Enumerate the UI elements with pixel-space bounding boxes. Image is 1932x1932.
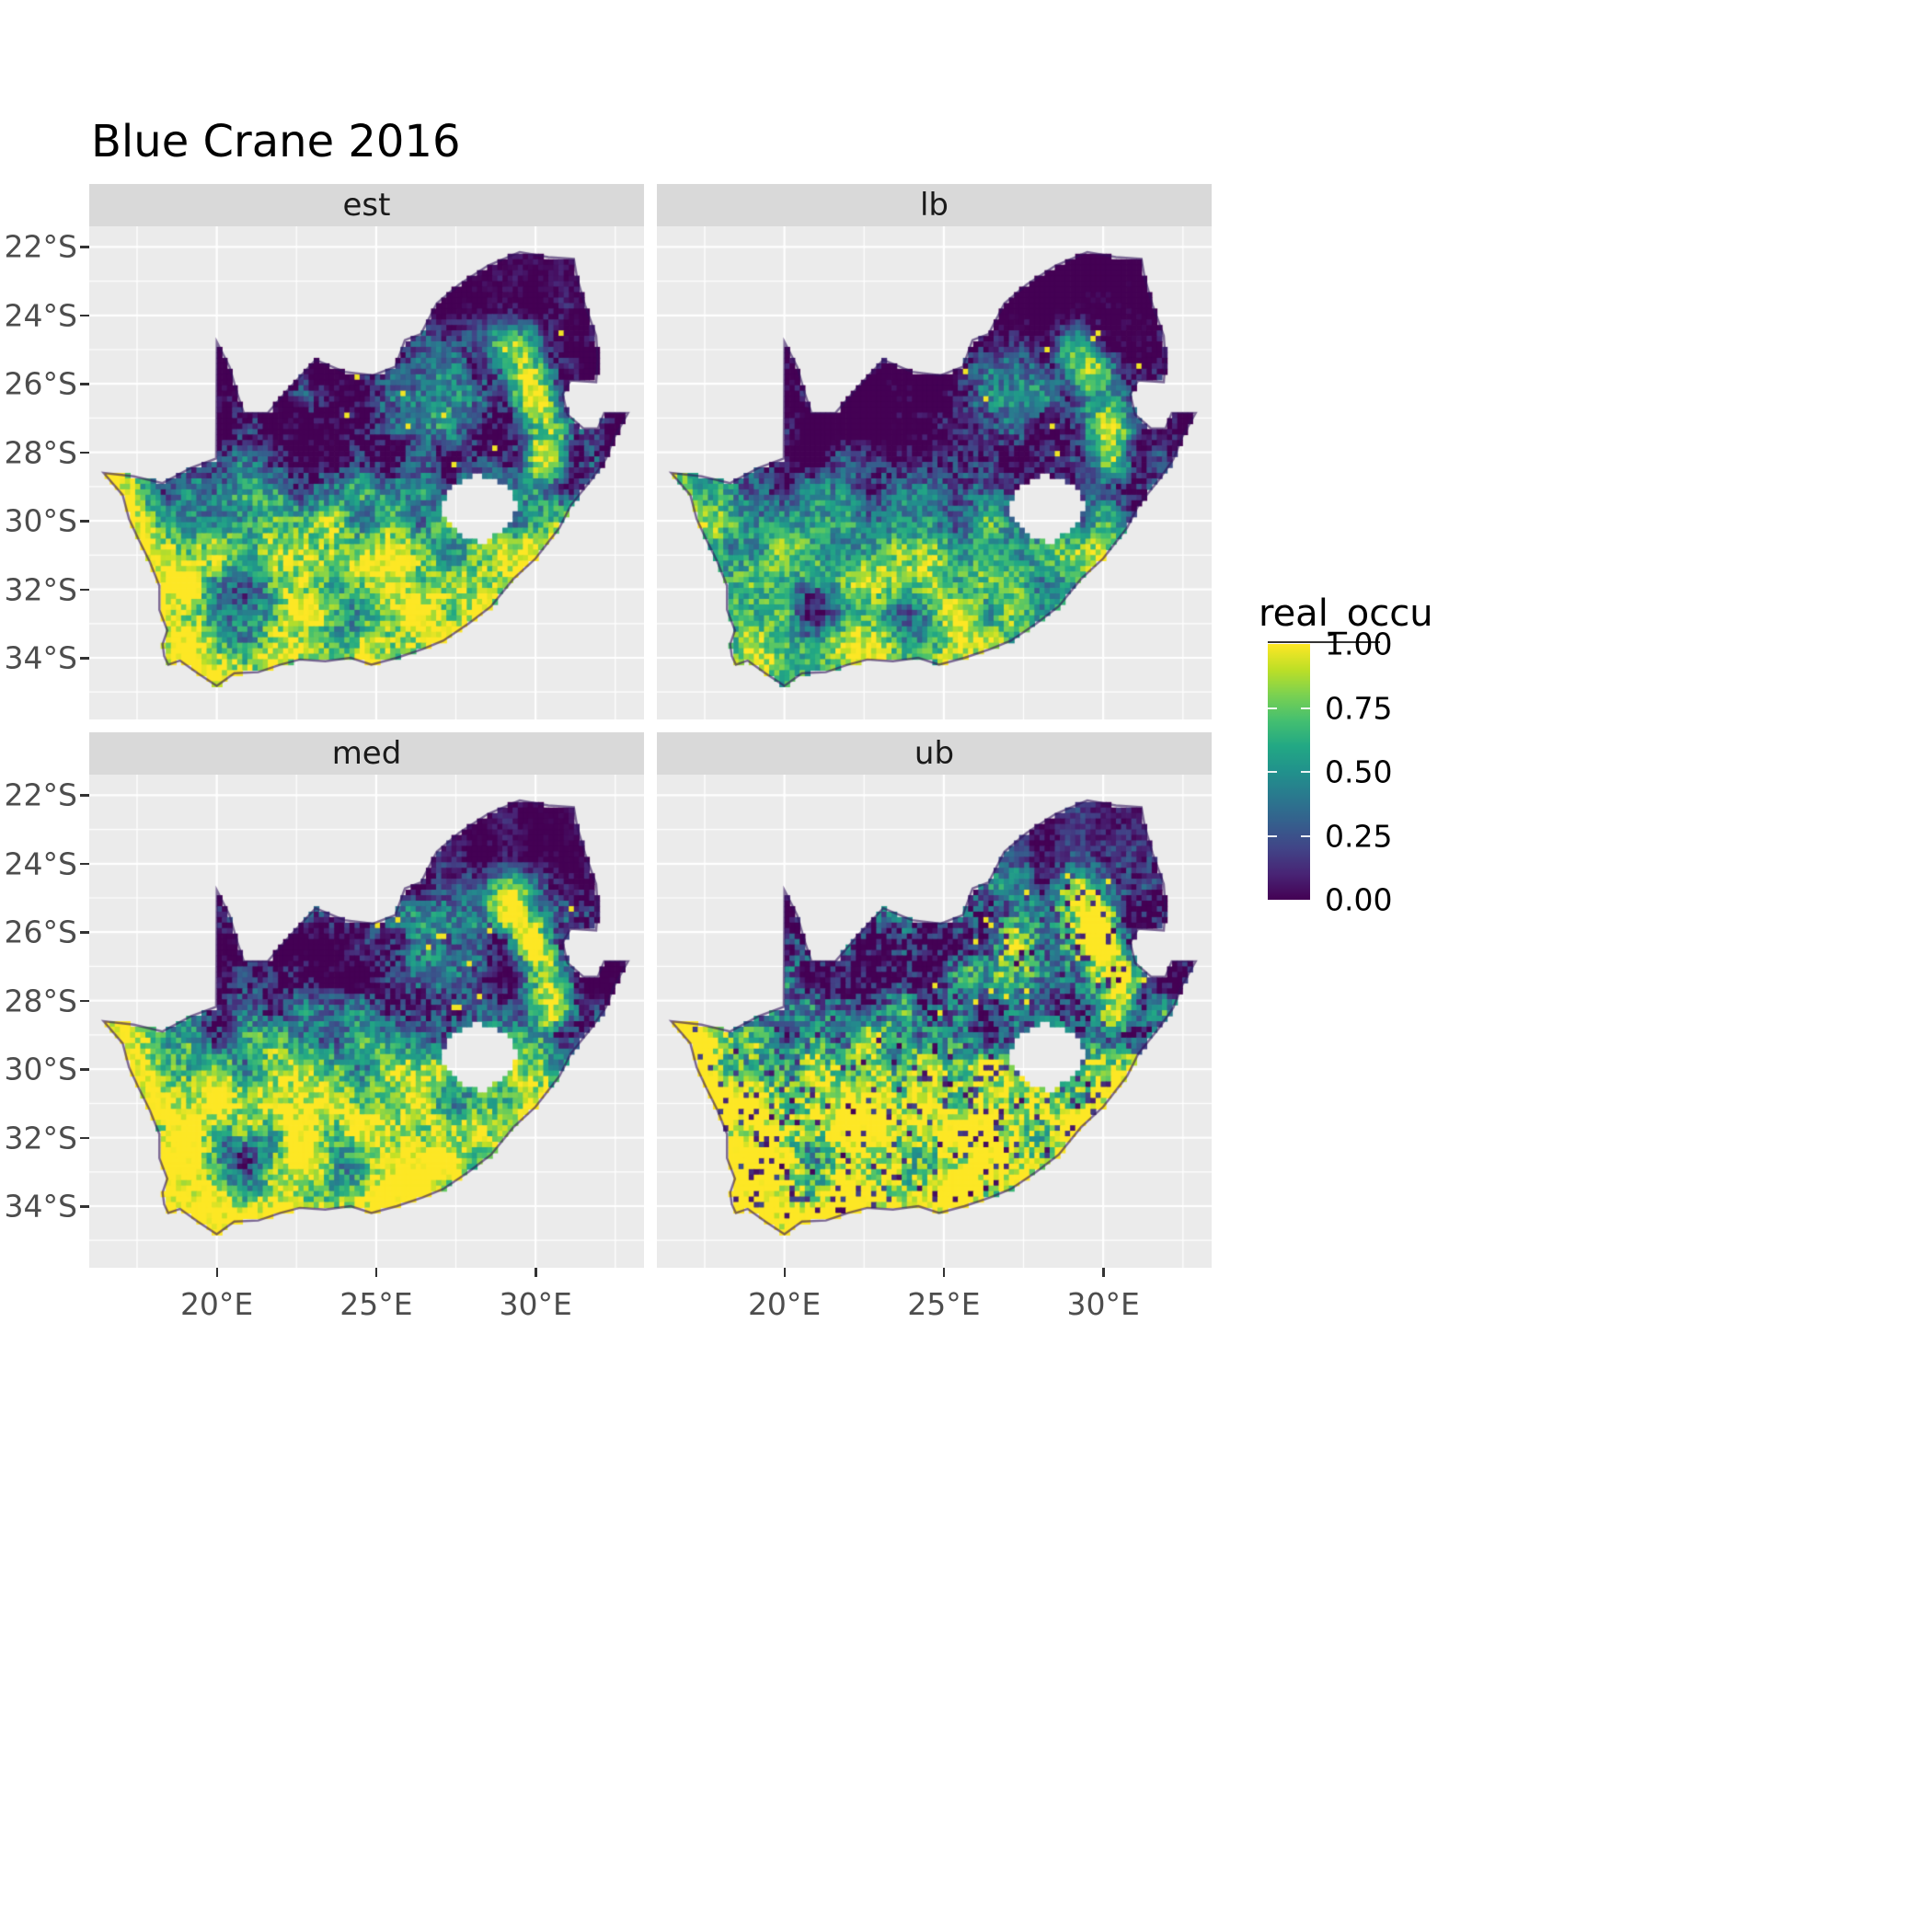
map-panel-med <box>89 775 644 1268</box>
y-axis-tick-mark <box>80 862 89 866</box>
y-axis-tick-mark <box>80 999 89 1003</box>
y-axis-tick-label: 26°S <box>4 914 77 950</box>
map-canvas-lb <box>657 226 1212 719</box>
x-axis-tick-mark <box>215 1268 219 1277</box>
map-canvas-est <box>89 226 644 719</box>
y-axis-tick-label: 32°S <box>4 571 77 608</box>
legend-tick-mark <box>1268 771 1277 773</box>
y-axis-tick-mark <box>80 246 89 248</box>
y-axis-tick-label: 28°S <box>4 983 77 1019</box>
facet-label-ub: ub <box>914 735 955 772</box>
facet-label-est: est <box>342 187 391 224</box>
y-axis-tick-mark <box>80 794 89 797</box>
legend-tick-mark <box>1301 707 1310 709</box>
legend-tick-mark <box>1301 771 1310 773</box>
y-axis-tick-label: 30°S <box>4 1051 77 1087</box>
legend-title: real_occu <box>1259 592 1433 635</box>
facet-label-med: med <box>331 735 402 772</box>
x-axis-tick-label: 25°E <box>339 1286 413 1322</box>
y-axis-tick-label: 30°S <box>4 502 77 539</box>
y-axis-tick-mark <box>80 520 89 523</box>
map-canvas-med <box>89 775 644 1268</box>
y-axis-tick-mark <box>80 931 89 934</box>
map-panel-ub <box>657 775 1212 1268</box>
chart-title: Blue Crane 2016 <box>91 116 461 167</box>
x-axis-tick-mark <box>374 1268 378 1277</box>
x-axis-tick-mark <box>942 1268 946 1277</box>
x-axis-tick-label: 25°E <box>907 1286 981 1322</box>
facet-strip-ub: ub <box>657 732 1212 775</box>
legend-topline <box>1268 641 1380 643</box>
facet-strip-med: med <box>89 732 644 775</box>
y-axis-tick-label: 34°S <box>4 1188 77 1225</box>
facet-strip-est: est <box>89 184 644 226</box>
map-panel-lb <box>657 226 1212 719</box>
y-axis-tick-label: 26°S <box>4 365 77 402</box>
legend-value-label: 0.75 <box>1325 690 1393 726</box>
x-axis-tick-label: 30°E <box>1066 1286 1140 1322</box>
legend-value-label: 1.00 <box>1325 626 1393 662</box>
map-panel-est <box>89 226 644 719</box>
map-canvas-ub <box>657 775 1212 1268</box>
x-axis-tick-label: 20°E <box>179 1286 254 1322</box>
legend-value-label: 0.00 <box>1325 881 1393 918</box>
y-axis-tick-mark <box>80 588 89 592</box>
y-axis-tick-label: 22°S <box>4 228 77 265</box>
x-axis-tick-mark <box>783 1268 787 1277</box>
y-axis-tick-mark <box>80 657 89 660</box>
y-axis-tick-label: 22°S <box>4 776 77 813</box>
x-axis-tick-mark <box>1102 1268 1105 1277</box>
y-axis-tick-label: 34°S <box>4 639 77 676</box>
legend-tick-mark <box>1268 834 1277 837</box>
legend-tick-mark <box>1301 834 1310 837</box>
y-axis-tick-mark <box>80 451 89 454</box>
x-axis-tick-label: 30°E <box>499 1286 572 1322</box>
facet-label-lb: lb <box>919 187 949 224</box>
y-axis-tick-mark <box>80 314 89 317</box>
legend-tick-mark <box>1268 707 1277 709</box>
facet-strip-lb: lb <box>657 184 1212 226</box>
legend-value-label: 0.25 <box>1325 818 1393 854</box>
y-axis-tick-label: 24°S <box>4 297 77 334</box>
y-axis-tick-mark <box>80 383 89 385</box>
y-axis-tick-mark <box>80 1068 89 1071</box>
y-axis-tick-label: 24°S <box>4 845 77 882</box>
y-axis-tick-mark <box>80 1136 89 1140</box>
y-axis-tick-mark <box>80 1205 89 1208</box>
x-axis-tick-mark <box>535 1268 537 1277</box>
y-axis-tick-label: 28°S <box>4 434 77 471</box>
y-axis-tick-label: 32°S <box>4 1120 77 1156</box>
legend-value-label: 0.50 <box>1325 753 1393 790</box>
x-axis-tick-label: 20°E <box>747 1286 822 1322</box>
